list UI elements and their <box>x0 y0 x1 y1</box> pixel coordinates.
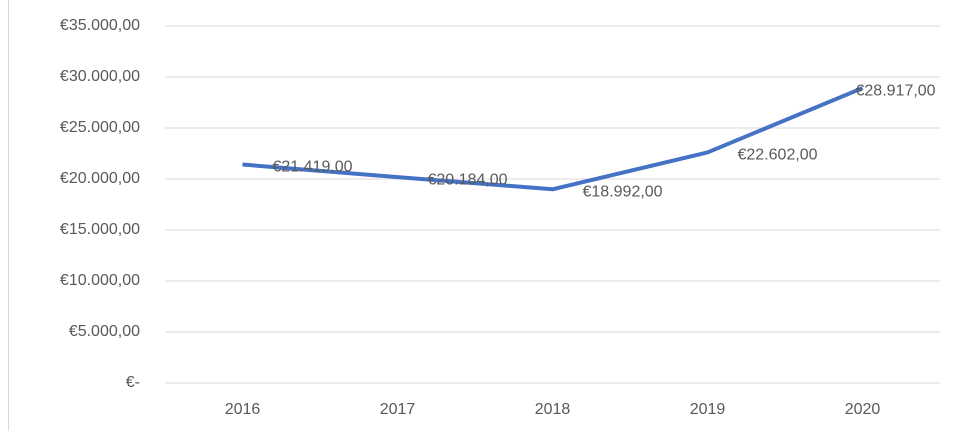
y-tick-label: €25.000,00 <box>60 119 140 136</box>
y-tick-label: €20.000,00 <box>60 170 140 187</box>
data-label: €28.917,00 <box>856 82 936 99</box>
data-label: €21.419,00 <box>273 159 353 176</box>
x-tick-label: 2019 <box>690 401 726 418</box>
x-tick-label: 2017 <box>380 401 416 418</box>
y-tick-label: €30.000,00 <box>60 68 140 85</box>
data-label: €20.184,00 <box>428 171 508 188</box>
y-tick-label: €- <box>126 374 140 391</box>
data-label: €18.992,00 <box>583 184 663 201</box>
x-tick-label: 2018 <box>535 401 571 418</box>
x-tick-label: 2016 <box>225 401 261 418</box>
y-tick-label: €5.000,00 <box>69 323 140 340</box>
x-tick-label: 2020 <box>845 401 881 418</box>
y-tick-label: €15.000,00 <box>60 221 140 238</box>
y-tick-label: €35.000,00 <box>60 17 140 34</box>
data-label: €22.602,00 <box>738 147 818 164</box>
y-tick-label: €10.000,00 <box>60 272 140 289</box>
line-series <box>242 86 864 192</box>
